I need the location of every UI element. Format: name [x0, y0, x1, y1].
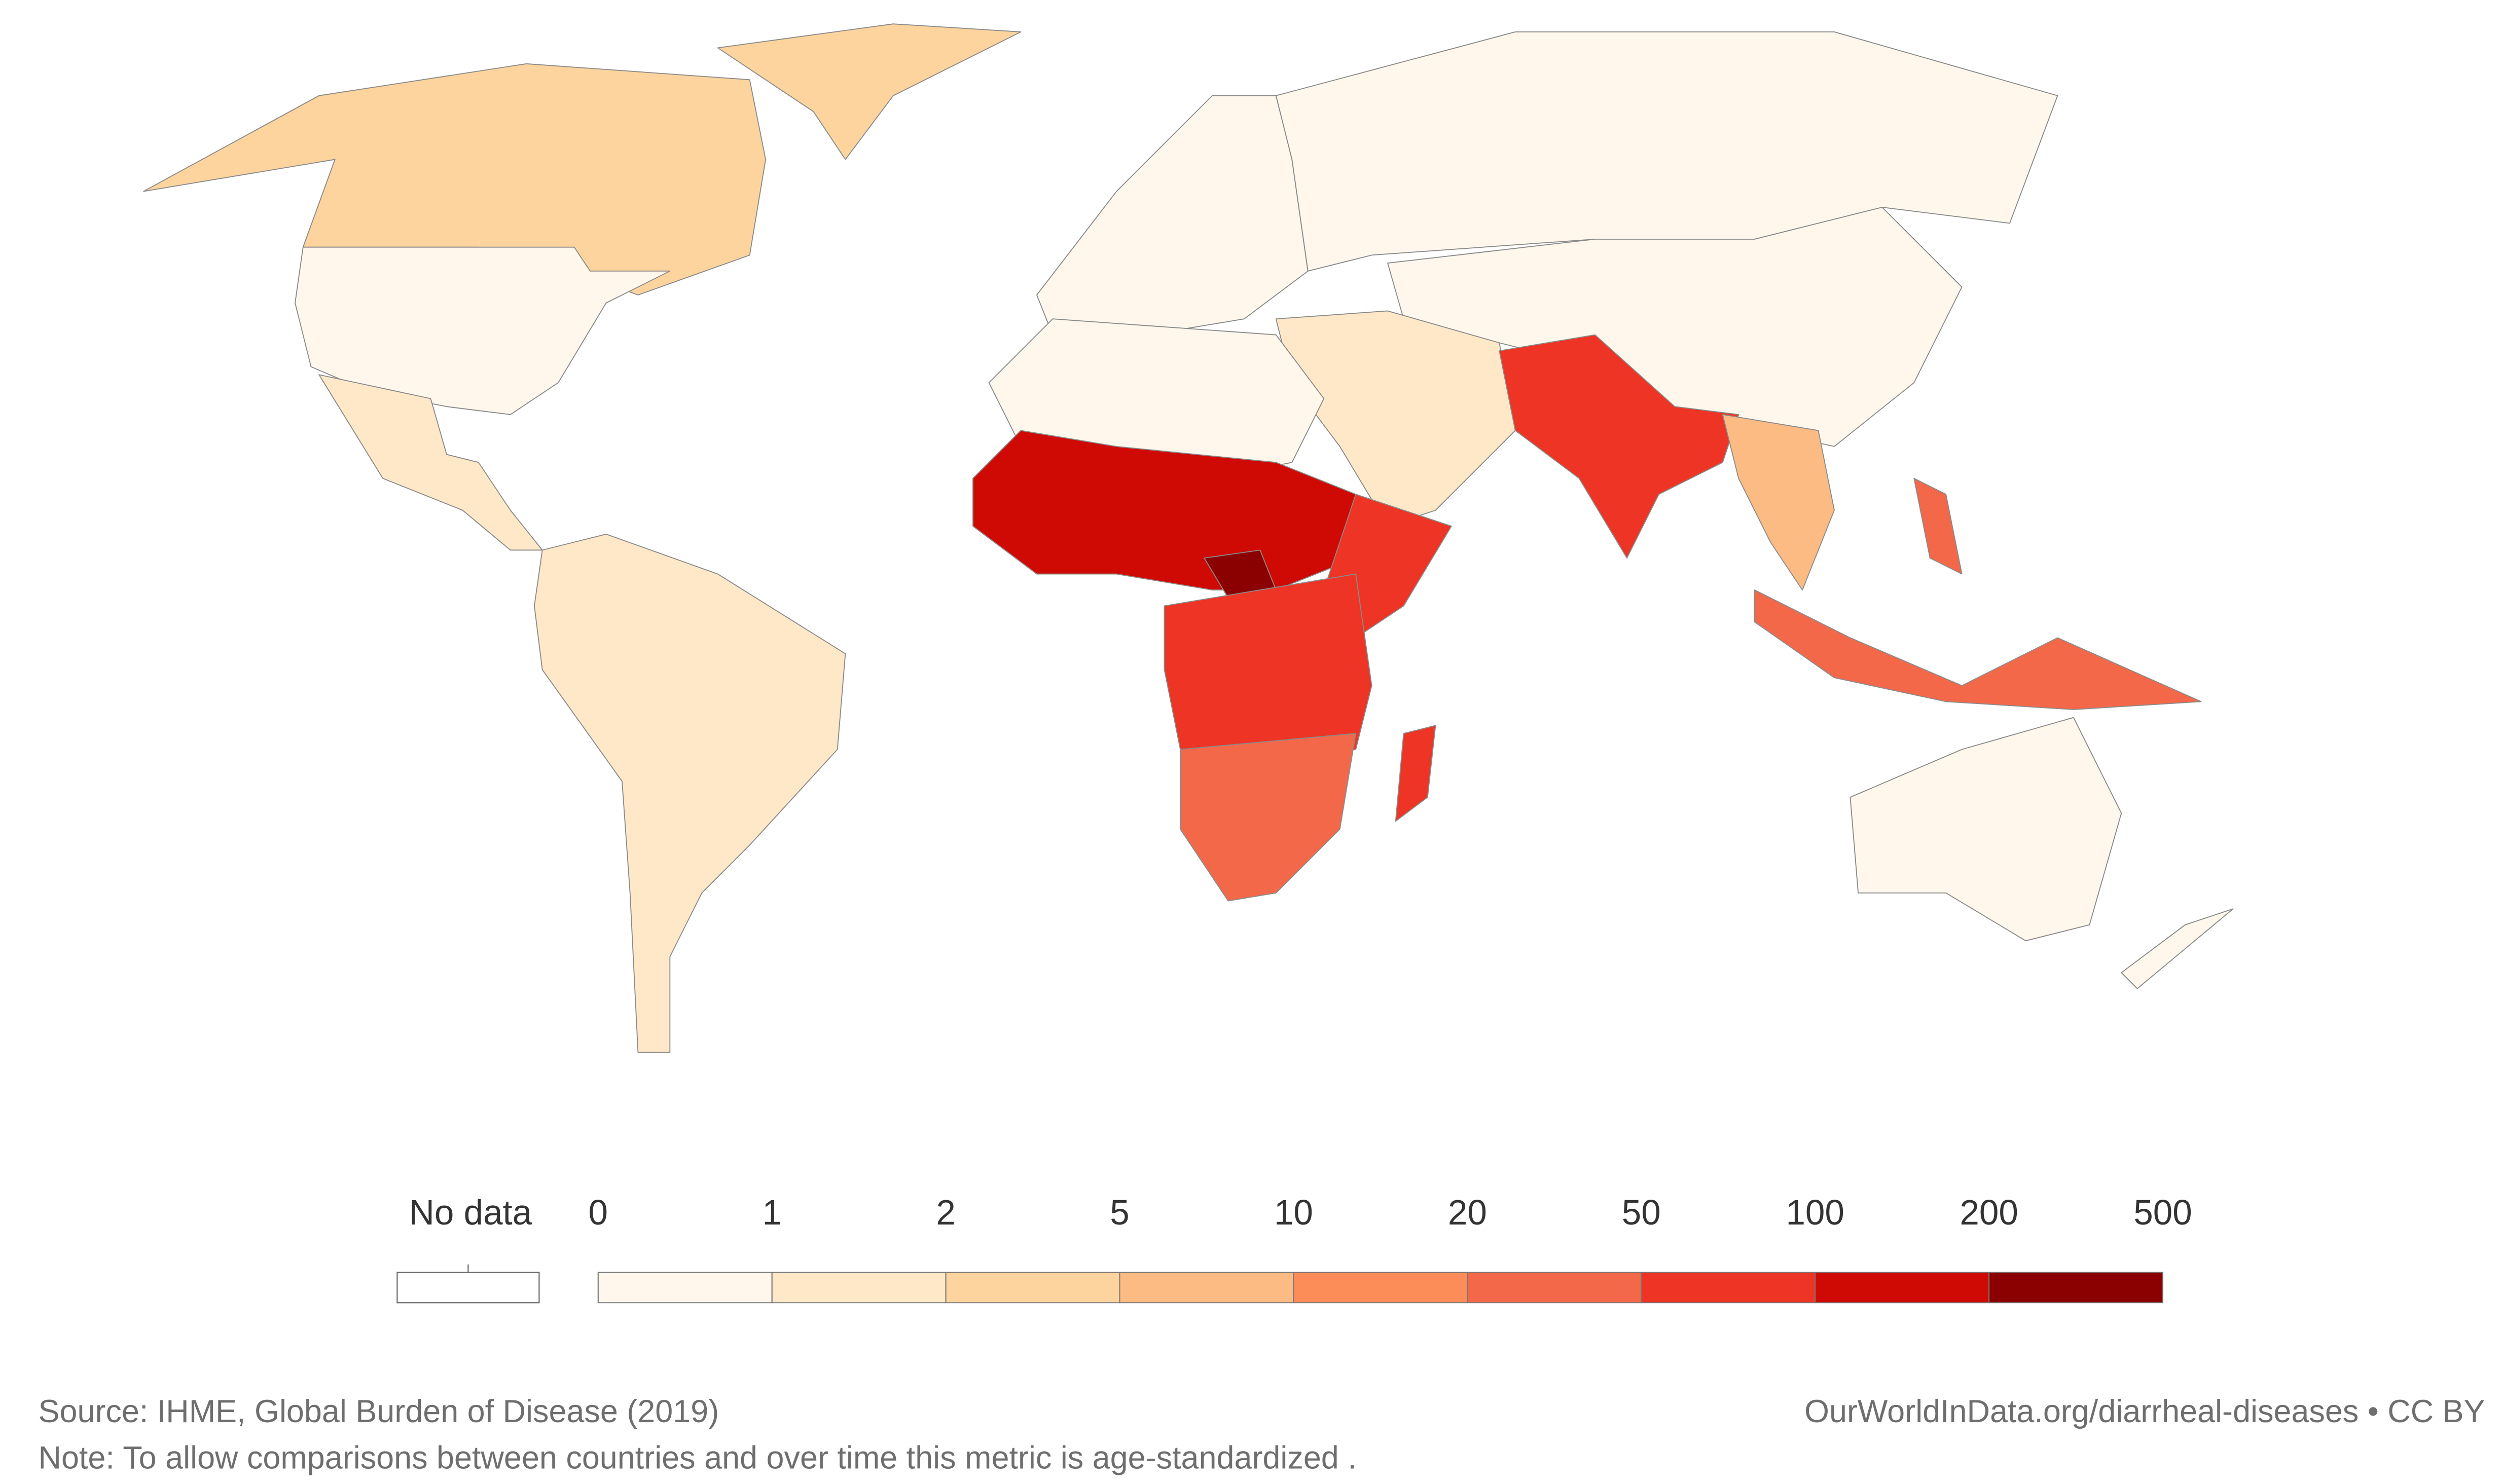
credit: OurWorldInData.org/diarrheal-diseases • …: [1804, 1394, 2485, 1429]
country-shape: [2121, 908, 2234, 989]
legend-swatch: [597, 1272, 773, 1304]
country-shape: [533, 533, 846, 1053]
source-note: Source: IHME, Global Burden of Disease (…: [39, 1394, 719, 1429]
country-shape: [1850, 717, 2122, 942]
legend-tick-label: 500: [2133, 1193, 2192, 1232]
country-shape: [1180, 733, 1357, 902]
country-shape: [1722, 414, 1835, 590]
legend-tick-label: 0: [589, 1193, 608, 1232]
legend-swatch: [771, 1272, 947, 1304]
legend-swatch: [1815, 1272, 1990, 1304]
country-shape: [143, 63, 767, 295]
country-shape: [1275, 31, 2058, 272]
legend-swatch: [1293, 1272, 1468, 1304]
legend-swatch: [945, 1272, 1120, 1304]
country-shape: [1395, 725, 1436, 822]
legend-tick-label: 10: [1274, 1193, 1313, 1232]
country-shape: [972, 430, 1357, 590]
legend-swatch: [1467, 1272, 1642, 1304]
legend-tick-label: 2: [936, 1193, 956, 1232]
legend-tick-label: 5: [1110, 1193, 1130, 1232]
legend-swatch: [1988, 1272, 2163, 1304]
country-shape: [318, 374, 543, 551]
legend-tick-label: 100: [1786, 1193, 1844, 1232]
country-shape: [1754, 589, 2202, 710]
legend-tick-label: 200: [1960, 1193, 2018, 1232]
legend-tick-label: 20: [1448, 1193, 1487, 1232]
country-shape: [1499, 334, 1739, 559]
legend-swatch: [1119, 1272, 1294, 1304]
country-shape: [295, 246, 671, 415]
legend-tick-label: 50: [1622, 1193, 1661, 1232]
legend-tick-label: 1: [762, 1193, 782, 1232]
country-shape: [1913, 477, 1963, 575]
country-shape: [1036, 95, 1309, 336]
legend-label: No data: [409, 1193, 532, 1232]
legend-swatch: [1641, 1272, 1816, 1304]
country-shape: [717, 23, 1022, 160]
legend: No data 0 1 2 5 10 20 50 100 200 500: [396, 1193, 2192, 1304]
world-map: [143, 23, 2234, 1053]
legend-swatch: [396, 1272, 540, 1304]
note: Note: To allow comparisons between count…: [39, 1440, 1357, 1475]
